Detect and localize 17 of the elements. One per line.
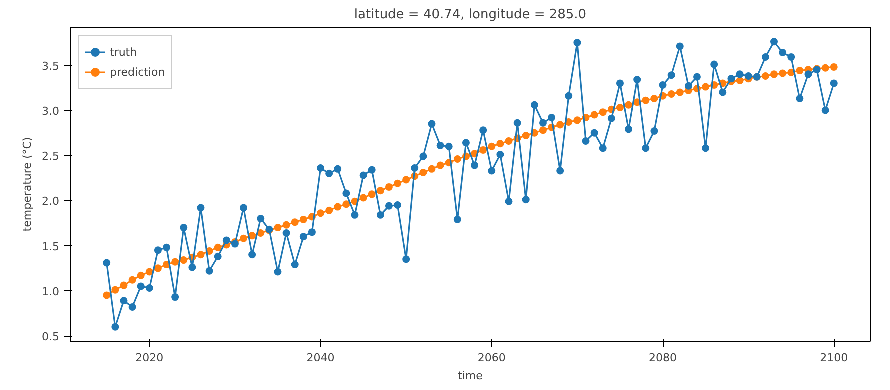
x-tick-label: 2060 [478, 352, 506, 364]
chart-title: latitude = 40.74, longitude = 285.0 [354, 8, 587, 22]
y-tick-label: 0.5 [42, 330, 60, 344]
y-axis-title: temperature (°C) [21, 137, 34, 232]
x-axis-title: time [458, 370, 484, 382]
legend-label: truth [110, 46, 138, 58]
legend-label: prediction [110, 66, 166, 78]
y-tick-label: 3.5 [42, 60, 60, 73]
x-tick-label: 2100 [820, 352, 848, 364]
x-tick-label: 2080 [649, 352, 678, 364]
y-tick-label: 1.5 [42, 240, 60, 254]
y-tick-label: 2.0 [42, 195, 60, 208]
y-tick-label: 1.0 [42, 285, 60, 298]
y-tick-label: 3.0 [42, 105, 60, 118]
x-tick-label: 2040 [306, 352, 335, 364]
y-tick-label: 2.5 [42, 150, 60, 164]
x-tick-label: 2020 [136, 352, 164, 364]
